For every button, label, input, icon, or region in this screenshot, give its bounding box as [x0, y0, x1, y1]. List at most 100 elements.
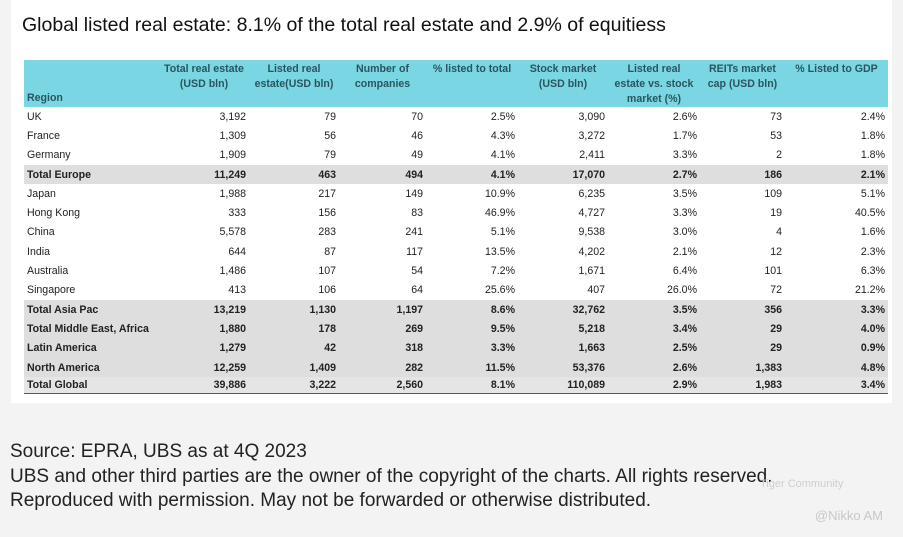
table-row: Germany 1,909 79 49 4.1% 2,411 3.3% 2 1.8% — [24, 146, 888, 165]
value-cell: 4.3% — [490, 129, 515, 142]
region-cell: India — [27, 245, 50, 258]
value-cell: 3.4% — [860, 379, 885, 392]
value-cell: 356 — [764, 303, 782, 316]
region-cell: Japan — [27, 187, 56, 200]
table-row: Total Global 39,886 3,222 2,560 8.1% 110,089 2… — [24, 377, 888, 394]
value-cell: 4.1% — [490, 149, 515, 162]
table-header-row: Region Total real estate (USD bln) Liste… — [24, 60, 888, 107]
value-cell: 26.0% — [666, 284, 697, 297]
table-row: Australia 1,486 107 54 7.2% 1,671 6.4% 101 6.3% — [24, 261, 888, 280]
value-cell: 463 — [318, 168, 336, 181]
value-cell: 149 — [405, 187, 423, 200]
region-cell: China — [27, 226, 55, 239]
table-row: France 1,309 56 46 4.3% 3,272 1.7% 53 1.8% — [24, 126, 888, 145]
value-cell: 107 — [318, 265, 336, 278]
value-cell: 1,663 — [578, 342, 605, 355]
value-cell: 110,089 — [567, 379, 605, 392]
value-cell: 3,222 — [309, 379, 336, 392]
value-cell: 70 — [411, 110, 423, 123]
value-cell: 3.3% — [490, 342, 515, 355]
value-cell: 11,249 — [214, 168, 246, 181]
value-cell: 79 — [324, 149, 336, 162]
value-cell: 2,560 — [396, 379, 423, 392]
value-cell: 2 — [776, 149, 782, 162]
value-cell: 1,309 — [219, 129, 246, 142]
region-cell: Australia — [27, 265, 69, 278]
table-row: Singapore 413 106 64 25.6% 407 26.0% 72 21.2% — [24, 281, 888, 300]
table-row: Latin America 1,279 42 318 3.3% 1,663 2.5% 29 0.… — [24, 338, 888, 358]
value-cell: 2.1% — [672, 245, 697, 258]
value-cell: 5,578 — [219, 226, 246, 239]
value-cell: 3,192 — [219, 110, 246, 123]
value-cell: 73 — [770, 110, 782, 123]
value-cell: 1.7% — [672, 129, 697, 142]
value-cell: 4.0% — [860, 322, 885, 335]
table-row: Hong Kong 333 156 83 46.9% 4,727 3.3% 19 40.5% — [24, 203, 888, 222]
value-cell: 53 — [770, 129, 782, 142]
value-cell: 333 — [228, 207, 246, 220]
value-cell: 2.6% — [672, 110, 697, 123]
column-header: % listed to total — [432, 63, 512, 75]
column-header: Number of companies — [354, 63, 411, 90]
value-cell: 2.7% — [672, 168, 697, 181]
value-cell: 1,130 — [309, 303, 336, 316]
table-row: India 644 87 117 13.5% 4,202 2.1% 12 2.3% — [24, 242, 888, 261]
value-cell: 241 — [405, 226, 423, 239]
region-cell: Total Asia Pac — [27, 303, 99, 316]
value-cell: 3,272 — [578, 129, 605, 142]
value-cell: 4,202 — [578, 245, 605, 258]
value-cell: 101 — [764, 265, 782, 278]
value-cell: 5,218 — [578, 322, 605, 335]
value-cell: 1,197 — [396, 303, 423, 316]
value-cell: 29 — [770, 342, 782, 355]
value-cell: 156 — [318, 207, 336, 220]
value-cell: 4,727 — [578, 207, 605, 220]
value-cell: 3.5% — [672, 187, 697, 200]
table-row: North America 12,259 1,409 282 11.5% 53,376 2.… — [24, 357, 888, 378]
value-cell: 2,411 — [579, 149, 605, 162]
real-estate-table: Region Total real estate (USD bln) Liste… — [24, 60, 888, 394]
value-cell: 413 — [228, 284, 246, 297]
reproduction-line: Reproduced with permission. May not be f… — [10, 490, 652, 511]
value-cell: 42 — [324, 342, 336, 355]
value-cell: 3.3% — [672, 207, 697, 220]
value-cell: 56 — [324, 129, 336, 142]
value-cell: 1,671 — [578, 265, 605, 278]
value-cell: 217 — [318, 187, 336, 200]
value-cell: 2.5% — [672, 342, 697, 355]
value-cell: 49 — [411, 149, 423, 162]
value-cell: 2.3% — [860, 245, 885, 258]
value-cell: 39,886 — [213, 379, 246, 392]
value-cell: 3.3% — [860, 303, 885, 316]
value-cell: 8.6% — [490, 303, 515, 316]
value-cell: 11.5% — [485, 361, 515, 374]
value-cell: 6.4% — [672, 265, 697, 278]
value-cell: 3.4% — [672, 322, 697, 335]
value-cell: 1,988 — [219, 187, 246, 200]
region-cell: Germany — [27, 149, 71, 162]
value-cell: 3.3% — [672, 149, 697, 162]
value-cell: 4.8% — [860, 361, 885, 374]
column-header: Total real estate (USD bln) — [164, 63, 244, 90]
table-row: UK 3,192 79 70 2.5% 3,090 2.6% 73 2.4% — [24, 107, 888, 126]
value-cell: 25.6% — [484, 284, 515, 297]
value-cell: 2.9% — [672, 379, 697, 392]
value-cell: 46 — [411, 129, 423, 142]
column-header: Listed real estate vs. stock market (%) — [614, 63, 694, 105]
value-cell: 21.2% — [854, 284, 885, 297]
value-cell: 12,259 — [213, 361, 246, 374]
value-cell: 64 — [411, 284, 423, 297]
value-cell: 0.9% — [860, 342, 885, 355]
region-cell: Total Europe — [27, 168, 91, 181]
region-cell: Latin America — [27, 342, 97, 355]
value-cell: 1.8% — [860, 129, 885, 142]
value-cell: 283 — [318, 226, 336, 239]
value-cell: 8.1% — [490, 379, 515, 392]
copyright-line: UBS and other third parties are the owne… — [10, 465, 773, 487]
value-cell: 1,909 — [219, 149, 246, 162]
value-cell: 10.9% — [484, 187, 515, 200]
column-header: Listed real estate(USD bln) — [254, 63, 334, 90]
value-cell: 17,070 — [572, 168, 605, 181]
value-cell: 83 — [411, 207, 423, 220]
region-cell: Singapore — [27, 284, 76, 297]
